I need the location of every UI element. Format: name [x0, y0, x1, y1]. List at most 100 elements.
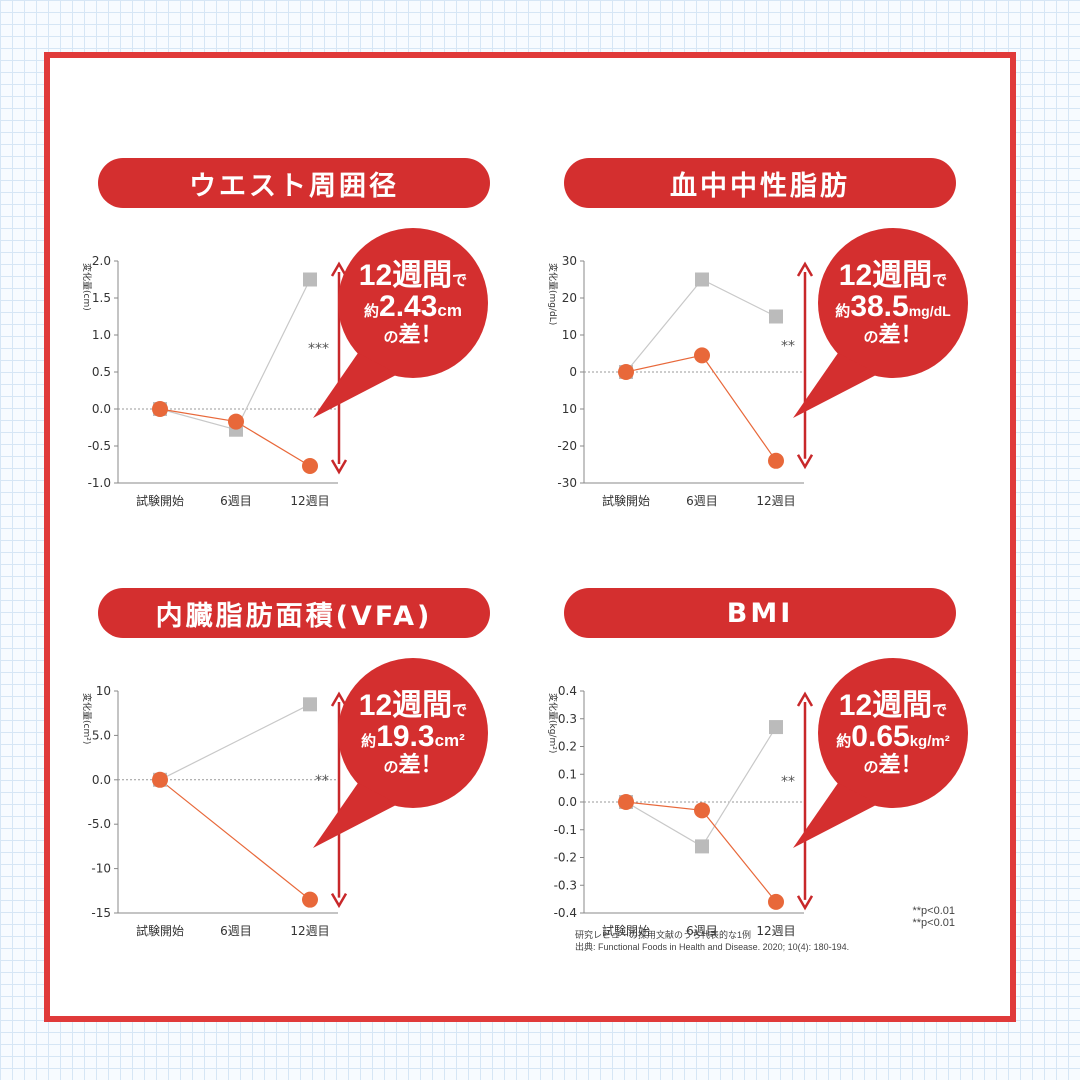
y-tick-label: 10 — [562, 328, 577, 342]
arrow-head-up — [330, 261, 348, 277]
bubble-no: の — [383, 758, 399, 776]
data-point-circle — [618, 364, 634, 380]
y-tick-label: 1.5 — [92, 291, 111, 305]
figure-frame — [44, 52, 1016, 1022]
panel-title: ウエスト周囲径 — [98, 158, 490, 208]
y-tick-label: -20 — [557, 439, 577, 453]
bubble-shape — [313, 658, 488, 848]
data-point-square — [303, 272, 317, 287]
bubble-approx: 約 — [364, 303, 380, 321]
y-tick-label: -1.0 — [88, 476, 111, 490]
y-tick-label: 0.3 — [558, 712, 577, 726]
data-point-square — [303, 697, 317, 712]
x-tick-label: 6週目 — [220, 494, 252, 508]
arrow-head-down — [796, 454, 814, 470]
y-tick-label: 10 — [96, 684, 111, 698]
x-tick-label: 試験開始 — [136, 493, 184, 508]
data-point-square — [695, 839, 709, 854]
y-tick-label: 20 — [562, 291, 577, 305]
bubble-number: 19.3 — [376, 720, 435, 754]
bubble-number: 2.43 — [379, 290, 438, 324]
data-point-circle — [618, 794, 634, 810]
y-axis-label: 変化量(cm²) — [81, 693, 93, 744]
data-point-square — [695, 272, 709, 287]
x-tick-label: 12週目 — [756, 494, 795, 508]
bubble-sa: 差！ — [878, 751, 923, 777]
data-point-square — [769, 720, 783, 735]
bubble-weeks: 12週間 — [838, 688, 933, 722]
series-line — [625, 354, 777, 462]
y-tick-label: 5.0 — [92, 728, 111, 742]
y-tick-label: -0.5 — [88, 439, 111, 453]
y-tick-label: 30 — [562, 254, 577, 268]
x-tick-label: 試験開始 — [602, 493, 650, 508]
arrow-head-up — [796, 691, 814, 707]
series-line — [625, 726, 777, 848]
footer-notes: **p<0.01 **p<0.01 研究レビューの採用文献のうち代表的な1例 出… — [575, 905, 955, 953]
data-point-circle — [228, 413, 244, 430]
data-point-circle — [768, 452, 784, 469]
callout-bubble: 12週間で 約38.5mg/dL の差！ — [793, 228, 983, 418]
bubble-weeks: 12週間 — [358, 688, 453, 722]
bubble-approx: 約 — [836, 733, 852, 751]
data-point-circle — [302, 891, 318, 908]
bubble-unit: cm² — [434, 731, 465, 751]
y-tick-label: 2.0 — [92, 254, 111, 268]
data-point-circle — [694, 347, 710, 364]
y-tick-label: -0.2 — [554, 851, 577, 865]
y-tick-label: 0.4 — [558, 684, 577, 698]
panel-bmi: BMI 変化量(kg/m²) 0.4 0.3 0.2 0.1 0.0 -0.1 -0.2 -0.… — [514, 588, 968, 968]
chart-vfa: 変化量(cm²)10 5.0 0.0 -5.0 -10 -15 試験開始 6週目 12週目 ** — [81, 684, 348, 938]
panel-title: 内臓脂肪面積(VFA) — [98, 588, 490, 638]
x-tick-label: 6週目 — [686, 494, 718, 508]
bubble-sa: 差！ — [398, 751, 443, 777]
significance-mark: ** — [781, 338, 795, 354]
footnote-note: 研究レビューの採用文献のうち代表的な1例 — [575, 930, 752, 940]
bubble-unit: mg/dL — [908, 303, 951, 320]
bubble-de: で — [932, 701, 948, 719]
data-point-square — [769, 309, 783, 324]
x-tick-label: 試験開始 — [602, 923, 650, 938]
significance-mark: ** — [781, 774, 795, 790]
series-line — [159, 703, 311, 781]
bubble-unit: kg/m² — [909, 733, 950, 751]
x-tick-label: 12週目 — [290, 924, 329, 938]
bubble-de: で — [452, 271, 468, 289]
y-axis-label: 変化量(cm) — [81, 263, 93, 311]
arrow-head-down — [330, 459, 348, 475]
y-tick-label: 0 — [569, 365, 577, 379]
bubble-number: 38.5 — [850, 290, 909, 324]
y-tick-label: -0.3 — [554, 878, 577, 892]
bubble-unit: cm — [437, 301, 462, 321]
chart-bmi: 変化量(kg/m²)0.4 0.3 0.2 0.1 0.0 -0.1 -0.2 -0.3 -0.… — [547, 684, 814, 938]
x-tick-label: 試験開始 — [136, 923, 184, 938]
y-tick-label: -0.4 — [554, 906, 577, 920]
bubble-shape — [793, 658, 968, 848]
y-tick-label: 0.5 — [92, 365, 111, 379]
panel-triglyceride: 血中中性脂肪 変化量(mg/dL) 30 20 10 0 10 -20 -30 試験開始 6週目 1… — [514, 158, 968, 538]
y-tick-label: -15 — [91, 906, 111, 920]
bubble-approx: 約 — [361, 733, 377, 751]
y-tick-label: -10 — [91, 862, 111, 876]
panel-vfa: 内臓脂肪面積(VFA) 変化量(cm²) 10 5.0 0.0 -5.0 -10 -15 試験… — [48, 588, 498, 968]
arrow-head-down — [330, 893, 348, 909]
data-point-circle — [152, 401, 168, 417]
x-tick-label: 6週目 — [220, 924, 252, 938]
bubble-no: の — [383, 328, 399, 346]
series-line — [159, 279, 311, 431]
y-tick-label: 0.2 — [558, 740, 577, 754]
callout-bubble: 12週間で 約0.65kg/m² の差！ — [793, 658, 983, 848]
panel-waist: ウエスト周囲径 変化量(cm) 2.0 1.5 1.0 0.5 0.0 -0.5 -1.0 試験… — [48, 158, 498, 538]
arrow-head-down — [796, 895, 814, 911]
y-tick-label: 0.0 — [92, 773, 111, 787]
bubble-shape — [313, 228, 488, 418]
y-axis-label: 変化量(mg/dL) — [547, 263, 559, 325]
data-point-circle — [768, 893, 784, 910]
bubble-no: の — [863, 758, 879, 776]
y-tick-label: 10 — [562, 402, 577, 416]
y-tick-label: -30 — [557, 476, 577, 490]
y-axis-label: 変化量(kg/m²) — [547, 693, 559, 753]
bubble-no: の — [863, 328, 879, 346]
chart-waist: 変化量(cm)2.0 1.5 1.0 0.5 0.0 -0.5 -1.0 試験開始 6週目 12週… — [81, 254, 348, 508]
chart-triglyceride: 変化量(mg/dL)30 20 10 0 10 -20 -30 試験開始 6週目 12週目 ** — [547, 254, 814, 508]
